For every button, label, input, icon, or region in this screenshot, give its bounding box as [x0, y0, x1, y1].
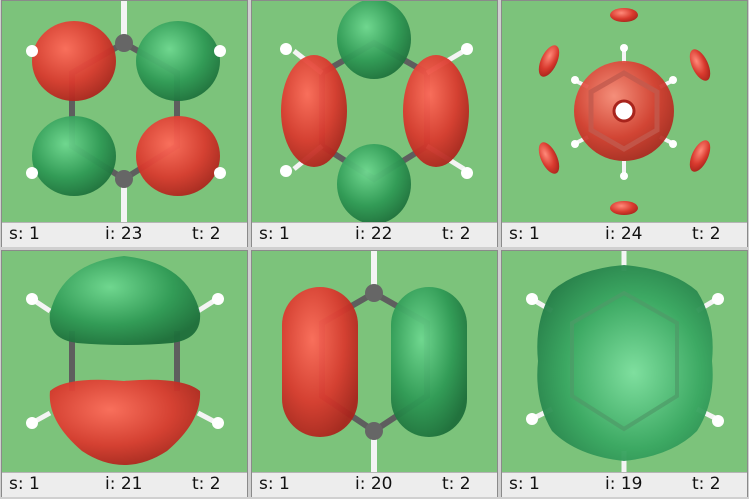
orbital-panel-1[interactable]: s: 1 i: 23 t: 2: [1, 0, 248, 247]
status-bar: s: 1 i: 24 t: 2: [502, 222, 747, 247]
orbital-viewport[interactable]: [2, 251, 247, 472]
orbital-viewport[interactable]: [252, 1, 497, 222]
orbital-panel-2[interactable]: s: 1 i: 22 t: 2: [251, 0, 498, 247]
status-bar: s: 1 i: 22 t: 2: [252, 222, 497, 247]
index-label: i: 21: [105, 474, 143, 494]
orbital-render: [26, 1, 226, 222]
state-label: s: 1: [9, 224, 40, 244]
orbital-panel-4[interactable]: s: 1 i: 21 t: 2: [1, 250, 248, 497]
status-bar: s: 1 i: 21 t: 2: [2, 472, 247, 497]
type-label: t: 2: [442, 224, 471, 244]
type-label: t: 2: [192, 474, 221, 494]
status-bar: s: 1 i: 19 t: 2: [502, 472, 747, 497]
status-bar: s: 1 i: 20 t: 2: [252, 472, 497, 497]
orbital-viewport[interactable]: [252, 251, 497, 472]
orbital-render: [280, 1, 473, 222]
orbital-render: [526, 251, 724, 472]
state-label: s: 1: [259, 474, 290, 494]
type-label: t: 2: [192, 224, 221, 244]
orbital-render: [538, 8, 711, 215]
state-label: s: 1: [509, 474, 540, 494]
index-label: i: 24: [605, 224, 643, 244]
type-label: t: 2: [692, 224, 721, 244]
type-label: t: 2: [442, 474, 471, 494]
type-label: t: 2: [692, 474, 721, 494]
orbital-render: [282, 251, 467, 472]
index-label: i: 20: [355, 474, 393, 494]
orbital-viewport[interactable]: [502, 1, 747, 222]
index-label: i: 23: [105, 224, 143, 244]
index-label: i: 19: [605, 474, 643, 494]
orbital-viewport[interactable]: [2, 1, 247, 222]
orbital-panel-3[interactable]: s: 1 i: 24 t: 2: [501, 0, 748, 247]
orbital-viewport[interactable]: [502, 251, 747, 472]
state-label: s: 1: [9, 474, 40, 494]
orbital-render: [26, 256, 224, 465]
orbital-panel-6[interactable]: s: 1 i: 19 t: 2: [501, 250, 748, 497]
index-label: i: 22: [355, 224, 393, 244]
status-bar: s: 1 i: 23 t: 2: [2, 222, 247, 247]
state-label: s: 1: [509, 224, 540, 244]
orbital-panel-5[interactable]: s: 1 i: 20 t: 2: [251, 250, 498, 497]
state-label: s: 1: [259, 224, 290, 244]
